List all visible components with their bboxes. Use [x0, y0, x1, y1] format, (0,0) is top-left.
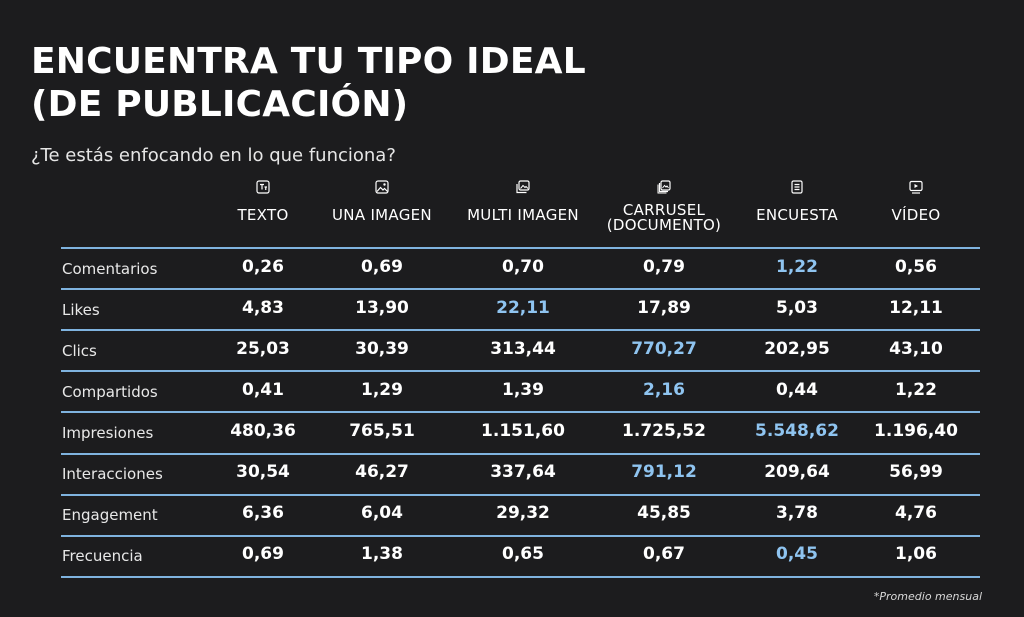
- image-icon: [375, 180, 389, 194]
- row-divider: [61, 534, 980, 537]
- row-divider: [61, 411, 980, 414]
- value-cell: 0,70: [502, 256, 544, 277]
- value-cell: 1,38: [361, 544, 403, 565]
- value-cell: 480,36: [230, 420, 296, 441]
- row-divider: [61, 247, 980, 249]
- row-divider: [61, 370, 980, 373]
- value-cell: 6,36: [242, 503, 284, 524]
- value-cell: 45,85: [637, 503, 691, 524]
- value-cell: 4,83: [242, 297, 284, 318]
- value-cell: 0,69: [242, 544, 284, 565]
- column-header: UNA IMAGEN: [307, 180, 457, 223]
- value-cell: 337,64: [490, 462, 556, 483]
- row-label: Interacciones: [62, 465, 163, 484]
- value-cell: 1,22: [895, 379, 937, 400]
- value-cell: 1,06: [895, 544, 937, 565]
- value-cell: 43,10: [889, 338, 943, 359]
- column-header: MULTI IMAGEN: [448, 180, 598, 223]
- value-cell: 30,39: [355, 338, 409, 359]
- value-cell: 0,44: [776, 379, 818, 400]
- column-label: UNA IMAGEN: [332, 206, 432, 224]
- column-label: VÍDEO: [891, 206, 941, 224]
- value-cell: 4,76: [895, 503, 937, 524]
- row-label: Engagement: [62, 506, 158, 525]
- text-icon: [256, 180, 270, 194]
- value-cell: 1.151,60: [481, 420, 565, 441]
- value-cell: 1,39: [502, 379, 544, 400]
- value-cell: 209,64: [764, 462, 830, 483]
- carousel-icon: [657, 180, 671, 194]
- value-cell: 0,41: [242, 379, 284, 400]
- highlighted-value-cell: 22,11: [496, 297, 550, 318]
- value-cell: 25,03: [236, 338, 290, 359]
- video-icon: [909, 180, 923, 194]
- highlighted-value-cell: 2,16: [643, 379, 685, 400]
- poll-icon: [790, 180, 804, 194]
- column-label: CARRUSEL (DOCUMENTO): [606, 201, 722, 234]
- row-label: Compartidos: [62, 382, 158, 401]
- value-cell: 30,54: [236, 462, 290, 483]
- row-label: Comentarios: [62, 259, 158, 278]
- value-cell: 0,56: [895, 256, 937, 277]
- row-label: Impresiones: [62, 423, 154, 442]
- title-line-2: (DE PUBLICACIÓN): [31, 84, 409, 125]
- highlighted-value-cell: 0,45: [776, 544, 818, 565]
- value-cell: 29,32: [496, 503, 550, 524]
- column-header: CARRUSEL (DOCUMENTO): [589, 180, 739, 233]
- footnote: *Promedio mensual: [873, 590, 982, 603]
- highlighted-value-cell: 791,12: [631, 462, 697, 483]
- column-header: TEXTO: [188, 180, 338, 223]
- value-cell: 0,65: [502, 544, 544, 565]
- highlighted-value-cell: 770,27: [631, 338, 697, 359]
- value-cell: 46,27: [355, 462, 409, 483]
- column-header: VÍDEO: [841, 180, 991, 223]
- value-cell: 17,89: [637, 297, 691, 318]
- row-label: Likes: [62, 300, 100, 319]
- value-cell: 13,90: [355, 297, 409, 318]
- title-line-1: ENCUENTRA TU TIPO IDEAL: [31, 41, 586, 82]
- column-header: ENCUESTA: [722, 180, 872, 223]
- value-cell: 3,78: [776, 503, 818, 524]
- multi-image-icon: [516, 180, 530, 194]
- value-cell: 56,99: [889, 462, 943, 483]
- value-cell: 0,67: [643, 544, 685, 565]
- column-label: MULTI IMAGEN: [467, 206, 579, 224]
- row-divider: [61, 329, 980, 332]
- row-label: Clics: [62, 341, 97, 360]
- column-label: TEXTO: [237, 206, 289, 224]
- row-divider: [61, 575, 980, 578]
- value-cell: 12,11: [889, 297, 943, 318]
- value-cell: 5,03: [776, 297, 818, 318]
- value-cell: 0,79: [643, 256, 685, 277]
- value-cell: 1.725,52: [622, 420, 706, 441]
- highlighted-value-cell: 5.548,62: [755, 420, 839, 441]
- value-cell: 0,26: [242, 256, 284, 277]
- row-divider: [61, 288, 980, 291]
- value-cell: 1,29: [361, 379, 403, 400]
- row-divider: [61, 452, 980, 455]
- highlighted-value-cell: 1,22: [776, 256, 818, 277]
- value-cell: 1.196,40: [874, 420, 958, 441]
- value-cell: 313,44: [490, 338, 556, 359]
- value-cell: 0,69: [361, 256, 403, 277]
- value-cell: 765,51: [349, 420, 415, 441]
- row-label: Frecuencia: [62, 547, 143, 566]
- row-divider: [61, 493, 980, 496]
- subtitle: ¿Te estás enfocando en lo que funciona?: [31, 145, 396, 166]
- value-cell: 6,04: [361, 503, 403, 524]
- column-label: ENCUESTA: [756, 206, 838, 224]
- value-cell: 202,95: [764, 338, 830, 359]
- page-title: ENCUENTRA TU TIPO IDEAL (DE PUBLICACIÓN): [31, 40, 586, 126]
